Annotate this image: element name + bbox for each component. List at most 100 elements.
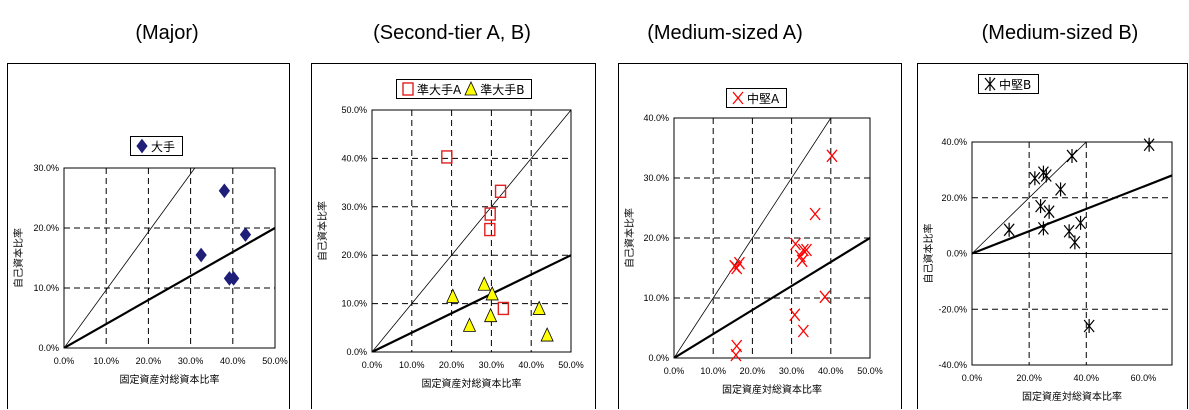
x-tick-label: 10.0% [700,366,726,376]
legend-marker [464,81,478,96]
chart-panel-medium-a: 0.0% 10.0% 20.0% 30.0% 40.0% 50.0% 0.0% 10.0% 20… [618,63,902,409]
data-point [497,301,510,316]
x-axis-title: 固定資産対総資本比率 [1022,390,1122,403]
y-tick-label: 20.0% [643,233,669,243]
x-tick-label: 30.0% [779,366,805,376]
thin-reference-line [64,168,196,348]
reference-lines [674,118,870,358]
x-tick-label: 10.0% [93,356,119,366]
legend-marker-icon [732,91,744,105]
data-point [483,307,498,323]
data-point [1066,148,1078,163]
legend: 大手 [130,136,184,156]
legend-marker-icon [136,138,148,154]
x-tick-label: 50.0% [558,360,584,370]
plot-area [63,167,276,349]
data-point [1075,215,1087,230]
data-point [1043,204,1055,219]
thick-reference-line [372,254,571,352]
gridlines [972,142,1172,365]
y-tick-label: 40.0% [643,113,669,123]
thick-reference-line [674,237,870,358]
y-tick-label: 20.0% [341,250,367,260]
x-tick-label: 20.0% [136,356,162,366]
x-tick-label: 0.0% [54,356,75,366]
data-point [532,300,546,315]
series-0 [195,183,252,286]
x-tick-label: 10.0% [399,360,425,370]
data-point [441,150,453,164]
data-point [1029,171,1041,186]
x-tick-label: 30.0% [479,360,505,370]
data-point [1055,182,1067,197]
y-tick-label: 10.0% [33,283,59,293]
y-tick-label: -40.0% [938,360,967,370]
legend-marker [984,77,996,91]
x-tick-label: 50.0% [262,356,288,366]
y-tick-label: 10.0% [341,299,367,309]
y-tick-label: 50.0% [341,105,367,115]
x-tick-label: 40.0% [518,360,544,370]
data-point [218,183,230,199]
data-point [809,207,821,221]
legend-label: 中堅B [999,77,1032,92]
y-tick-label: 0.0% [648,353,669,363]
data-point [797,324,809,338]
series-0 [1003,137,1155,333]
y-axis-title: 自己資本比率 [922,224,935,284]
chart-svg-medium-b: 0.0% 20.0% 40.0% 60.0% -40.0% -20.0% 0.0% 20.0%… [922,137,1173,403]
data-point [826,149,838,163]
data-point [484,222,496,237]
legend: 準大手A 準大手B [396,79,533,99]
data-point [484,207,496,221]
y-tick-label: 0.0% [38,343,59,353]
data-point [228,271,240,286]
x-tick-label: 0.0% [362,360,383,370]
legend-marker-icon [984,77,996,91]
y-axis-title: 自己資本比率 [623,208,636,268]
data-point [1083,318,1095,333]
data-point [730,348,742,362]
y-tick-label: 10.0% [643,293,669,303]
y-tick-label: 0.0% [346,347,367,357]
data-point [819,290,831,304]
data-point [1035,199,1047,214]
data-point [1037,221,1049,236]
data-point [494,184,507,199]
legend-item: 大手 [135,138,175,155]
caption-major: (Major) [135,22,199,44]
legend-label: 中堅A [747,91,780,106]
x-tick-label: 50.0% [857,366,883,376]
legend-marker [136,138,148,154]
reference-lines [372,110,571,352]
chart-svg-medium-a: 0.0% 10.0% 20.0% 30.0% 40.0% 50.0% 0.0% 10.0% 20… [623,113,883,396]
y-axis-title: 自己資本比率 [316,201,329,261]
x-tick-label: 40.0% [818,366,844,376]
data-point [1040,168,1052,183]
legend-label: 準大手A [417,82,462,97]
chart-panel-medium-b: 0.0% 20.0% 40.0% 60.0% -40.0% -20.0% 0.0% 20.0%… [917,63,1188,409]
reference-lines [972,142,1172,255]
legend-label: 大手 [151,139,176,154]
x-tick-label: 40.0% [220,356,246,366]
legend: 中堅B [978,74,1040,94]
data-point [800,243,812,257]
y-tick-label: 0.0% [946,249,967,259]
y-tick-label: 40.0% [941,137,967,147]
data-point [477,276,491,291]
x-axis-title: 固定資産対総資本比率 [422,377,522,390]
data-point [1003,222,1015,237]
legend-item: 中堅B [983,76,1031,93]
x-tick-label: 0.0% [962,373,983,383]
legend-marker-icon [464,81,478,96]
data-point [1063,224,1075,239]
data-point [462,317,477,332]
x-tick-label: 40.0% [1074,373,1100,383]
y-tick-label: 20.0% [33,223,59,233]
thin-reference-line [674,118,832,358]
data-point [1069,235,1081,250]
legend-label: 準大手B [480,82,525,97]
x-tick-label: 60.0% [1131,373,1157,383]
chart-svg-second-tier: 0.0% 10.0% 20.0% 30.0% 40.0% 50.0% 0.0% 10.0% 20… [316,105,584,390]
data-point [790,237,802,251]
